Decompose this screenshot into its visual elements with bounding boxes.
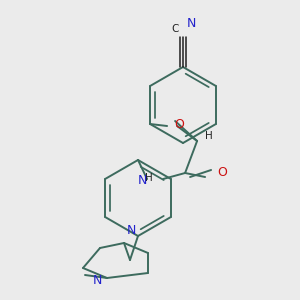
Text: N: N: [127, 224, 136, 237]
Text: N: N: [93, 274, 102, 286]
Text: C: C: [172, 24, 179, 34]
Text: H: H: [205, 131, 213, 141]
Text: O: O: [174, 118, 184, 130]
Text: N: N: [187, 17, 196, 30]
Text: H: H: [145, 173, 153, 183]
Text: O: O: [217, 167, 227, 179]
Text: N: N: [138, 175, 147, 188]
